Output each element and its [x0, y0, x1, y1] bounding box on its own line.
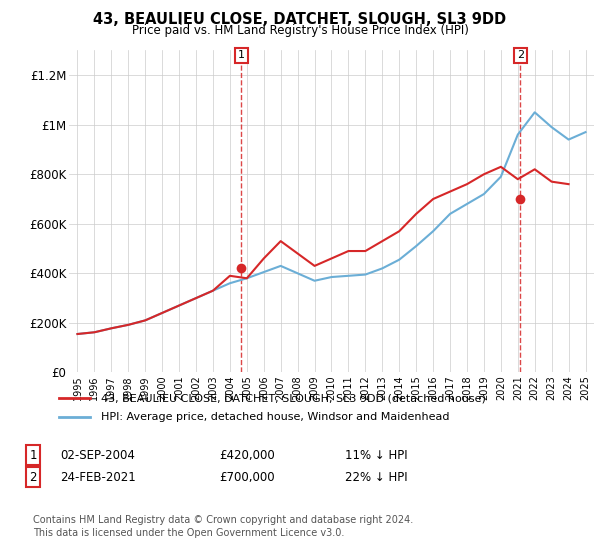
- Text: 43, BEAULIEU CLOSE, DATCHET, SLOUGH, SL3 9DD: 43, BEAULIEU CLOSE, DATCHET, SLOUGH, SL3…: [94, 12, 506, 27]
- Text: HPI: Average price, detached house, Windsor and Maidenhead: HPI: Average price, detached house, Wind…: [101, 412, 449, 422]
- Text: 22% ↓ HPI: 22% ↓ HPI: [345, 470, 407, 484]
- Text: 2: 2: [517, 50, 524, 60]
- Text: 11% ↓ HPI: 11% ↓ HPI: [345, 449, 407, 462]
- Text: 24-FEB-2021: 24-FEB-2021: [60, 470, 136, 484]
- Text: £420,000: £420,000: [219, 449, 275, 462]
- Text: 1: 1: [29, 449, 37, 462]
- Text: £700,000: £700,000: [219, 470, 275, 484]
- Text: Price paid vs. HM Land Registry's House Price Index (HPI): Price paid vs. HM Land Registry's House …: [131, 24, 469, 36]
- Text: 02-SEP-2004: 02-SEP-2004: [60, 449, 135, 462]
- Text: 2: 2: [29, 470, 37, 484]
- Text: 1: 1: [238, 50, 245, 60]
- Text: This data is licensed under the Open Government Licence v3.0.: This data is licensed under the Open Gov…: [33, 528, 344, 538]
- Text: 43, BEAULIEU CLOSE, DATCHET, SLOUGH, SL3 9DD (detached house): 43, BEAULIEU CLOSE, DATCHET, SLOUGH, SL3…: [101, 393, 485, 403]
- Text: Contains HM Land Registry data © Crown copyright and database right 2024.: Contains HM Land Registry data © Crown c…: [33, 515, 413, 525]
